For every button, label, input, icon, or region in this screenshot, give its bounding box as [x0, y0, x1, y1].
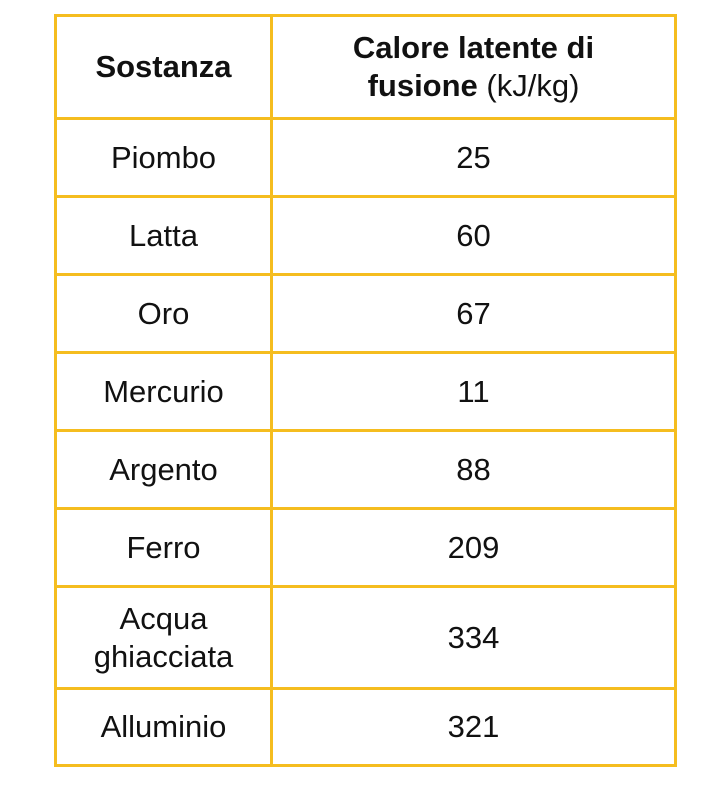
cell-substance: Latta — [54, 195, 273, 276]
cell-substance: Ferro — [54, 507, 273, 588]
table-row: Latta 60 — [54, 195, 677, 276]
cell-substance: Mercurio — [54, 351, 273, 432]
cell-substance: Piombo — [54, 117, 273, 198]
table-row: Alluminio 321 — [54, 687, 677, 767]
cell-substance: Alluminio — [54, 687, 273, 767]
table-row: Oro 67 — [54, 273, 677, 354]
table-row: Ferro 209 — [54, 507, 677, 588]
table-row: Acqua ghiacciata 334 — [54, 585, 677, 690]
table-header-row: Sostanza Calore latente di fusione (kJ/k… — [54, 14, 677, 120]
cell-substance: Argento — [54, 429, 273, 510]
cell-value: 25 — [270, 117, 677, 198]
header-latent-heat-line1: Calore latente di — [352, 30, 595, 65]
header-latent-heat: Calore latente di fusione (kJ/kg) — [270, 14, 677, 120]
cell-substance: Oro — [54, 273, 273, 354]
cell-value: 321 — [270, 687, 677, 767]
table-row: Piombo 25 — [54, 117, 677, 198]
header-substance: Sostanza — [54, 14, 273, 120]
table-row: Mercurio 11 — [54, 351, 677, 432]
header-latent-heat-fusion: fusione — [367, 68, 478, 103]
cell-value: 11 — [270, 351, 677, 432]
cell-value: 209 — [270, 507, 677, 588]
cell-value: 88 — [270, 429, 677, 510]
cell-value: 334 — [270, 585, 677, 690]
header-latent-heat-unit: (kJ/kg) — [486, 68, 580, 103]
cell-value: 67 — [270, 273, 677, 354]
latent-heat-table-container: Sostanza Calore latente di fusione (kJ/k… — [54, 14, 677, 767]
cell-substance: Acqua ghiacciata — [54, 585, 273, 690]
table-row: Argento 88 — [54, 429, 677, 510]
latent-heat-table: Sostanza Calore latente di fusione (kJ/k… — [54, 14, 677, 767]
cell-value: 60 — [270, 195, 677, 276]
